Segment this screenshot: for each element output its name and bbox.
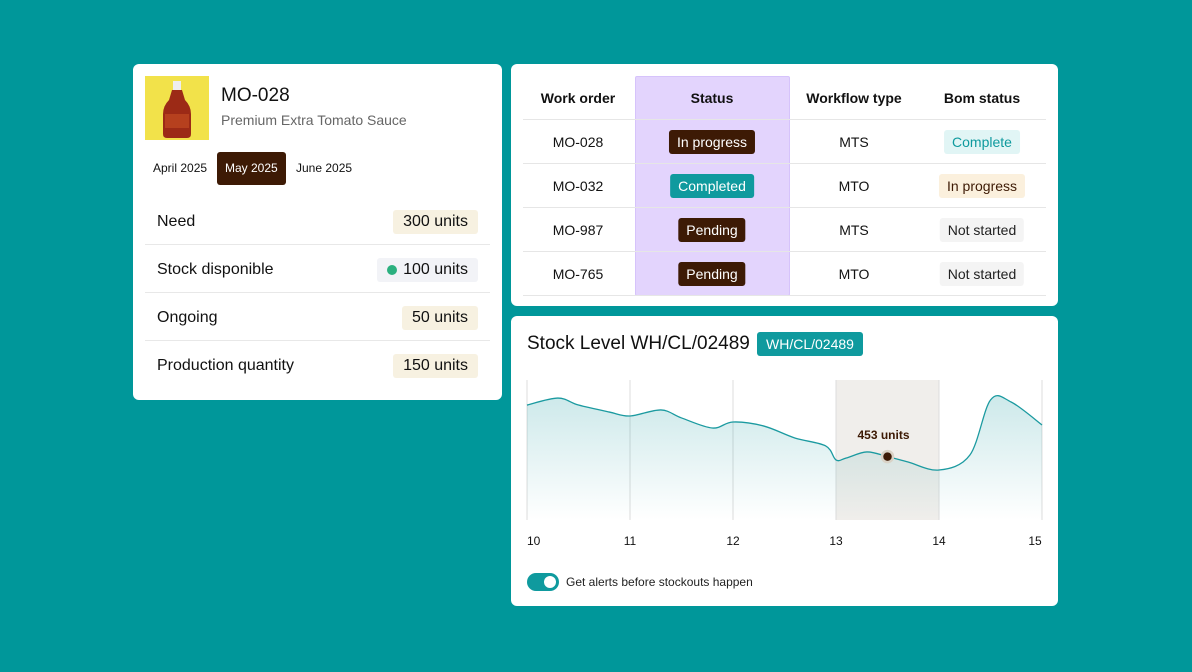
metric-value: 150 units bbox=[393, 354, 478, 378]
product-title: MO-028 bbox=[221, 85, 290, 106]
x-tick-label: 10 bbox=[527, 534, 541, 548]
chart-tag: WH/CL/02489 bbox=[757, 332, 863, 356]
row-separator bbox=[523, 207, 1046, 208]
cell: MO-987 bbox=[552, 222, 604, 238]
column-header: Workflow type bbox=[806, 90, 902, 106]
product-subtitle: Premium Extra Tomato Sauce bbox=[221, 112, 407, 128]
separator bbox=[145, 244, 490, 245]
cell: MO-032 bbox=[552, 178, 604, 194]
toggle-label: Get alerts before stockouts happen bbox=[566, 575, 753, 589]
metric-value: 300 units bbox=[393, 210, 478, 234]
row-separator bbox=[523, 251, 1046, 252]
status-dot bbox=[387, 265, 398, 275]
x-tick-label: 15 bbox=[1028, 534, 1042, 548]
status-badge: Not started bbox=[939, 262, 1025, 286]
metric-label: Ongoing bbox=[157, 309, 218, 326]
column-header: Bom status bbox=[943, 90, 1021, 106]
status-badge: In progress bbox=[668, 130, 756, 154]
column-header: Status bbox=[690, 90, 734, 106]
cell: MO-028 bbox=[552, 134, 604, 150]
line bbox=[526, 395, 1043, 471]
column-header: Work order bbox=[540, 90, 616, 106]
product-image bbox=[145, 76, 209, 140]
month-tab[interactable]: June 2025 bbox=[296, 161, 353, 175]
cell: MTO bbox=[838, 266, 870, 282]
toggle-knob bbox=[544, 576, 556, 588]
row-separator bbox=[523, 119, 1046, 120]
chart-title: Stock Level WH/CL/02489 bbox=[527, 333, 750, 354]
status-badge: In progress bbox=[938, 174, 1026, 198]
metric-value: 100 units bbox=[377, 258, 478, 282]
cell: MO-765 bbox=[552, 266, 604, 282]
cell: MTS bbox=[839, 222, 869, 238]
x-tick-label: 13 bbox=[829, 534, 843, 548]
status-badge: Complete bbox=[944, 130, 1020, 154]
metric-label: Stock disponible bbox=[157, 261, 274, 278]
area bbox=[527, 395, 1042, 520]
metric-label: Need bbox=[157, 213, 196, 230]
month-tab[interactable]: May 2025 bbox=[217, 152, 286, 185]
cell: MTO bbox=[838, 178, 870, 194]
orders-card: Work order Status Workflow type Bom status M… bbox=[511, 64, 1058, 306]
x-tick-label: 14 bbox=[932, 534, 946, 548]
chart: 10 11 12 13 14 15 453 units bbox=[526, 380, 1043, 548]
status-badge: Pending bbox=[678, 218, 746, 242]
cell: MTS bbox=[839, 134, 869, 150]
x-tick-label: 11 bbox=[624, 534, 637, 548]
x-tick-label: 12 bbox=[726, 534, 740, 548]
point-label: 453 units bbox=[857, 428, 909, 442]
status-badge: Completed bbox=[670, 174, 754, 198]
chart-card: Stock Level WH/CL/02489 WH/CL/02489 10 11… bbox=[511, 316, 1058, 606]
toggle[interactable] bbox=[527, 573, 559, 591]
metric-label: Production quantity bbox=[157, 357, 294, 374]
status-badge: Not started bbox=[939, 218, 1025, 242]
status-badge: Pending bbox=[678, 262, 746, 286]
metric-value: 50 units bbox=[401, 306, 478, 330]
row-separator bbox=[523, 163, 1046, 164]
point bbox=[880, 449, 895, 464]
month-tab[interactable]: April 2025 bbox=[153, 161, 208, 175]
separator bbox=[145, 292, 490, 293]
product-card: MO-028 Premium Extra Tomato Sauce April … bbox=[133, 64, 502, 400]
row-separator bbox=[523, 295, 1046, 296]
separator bbox=[145, 340, 490, 341]
